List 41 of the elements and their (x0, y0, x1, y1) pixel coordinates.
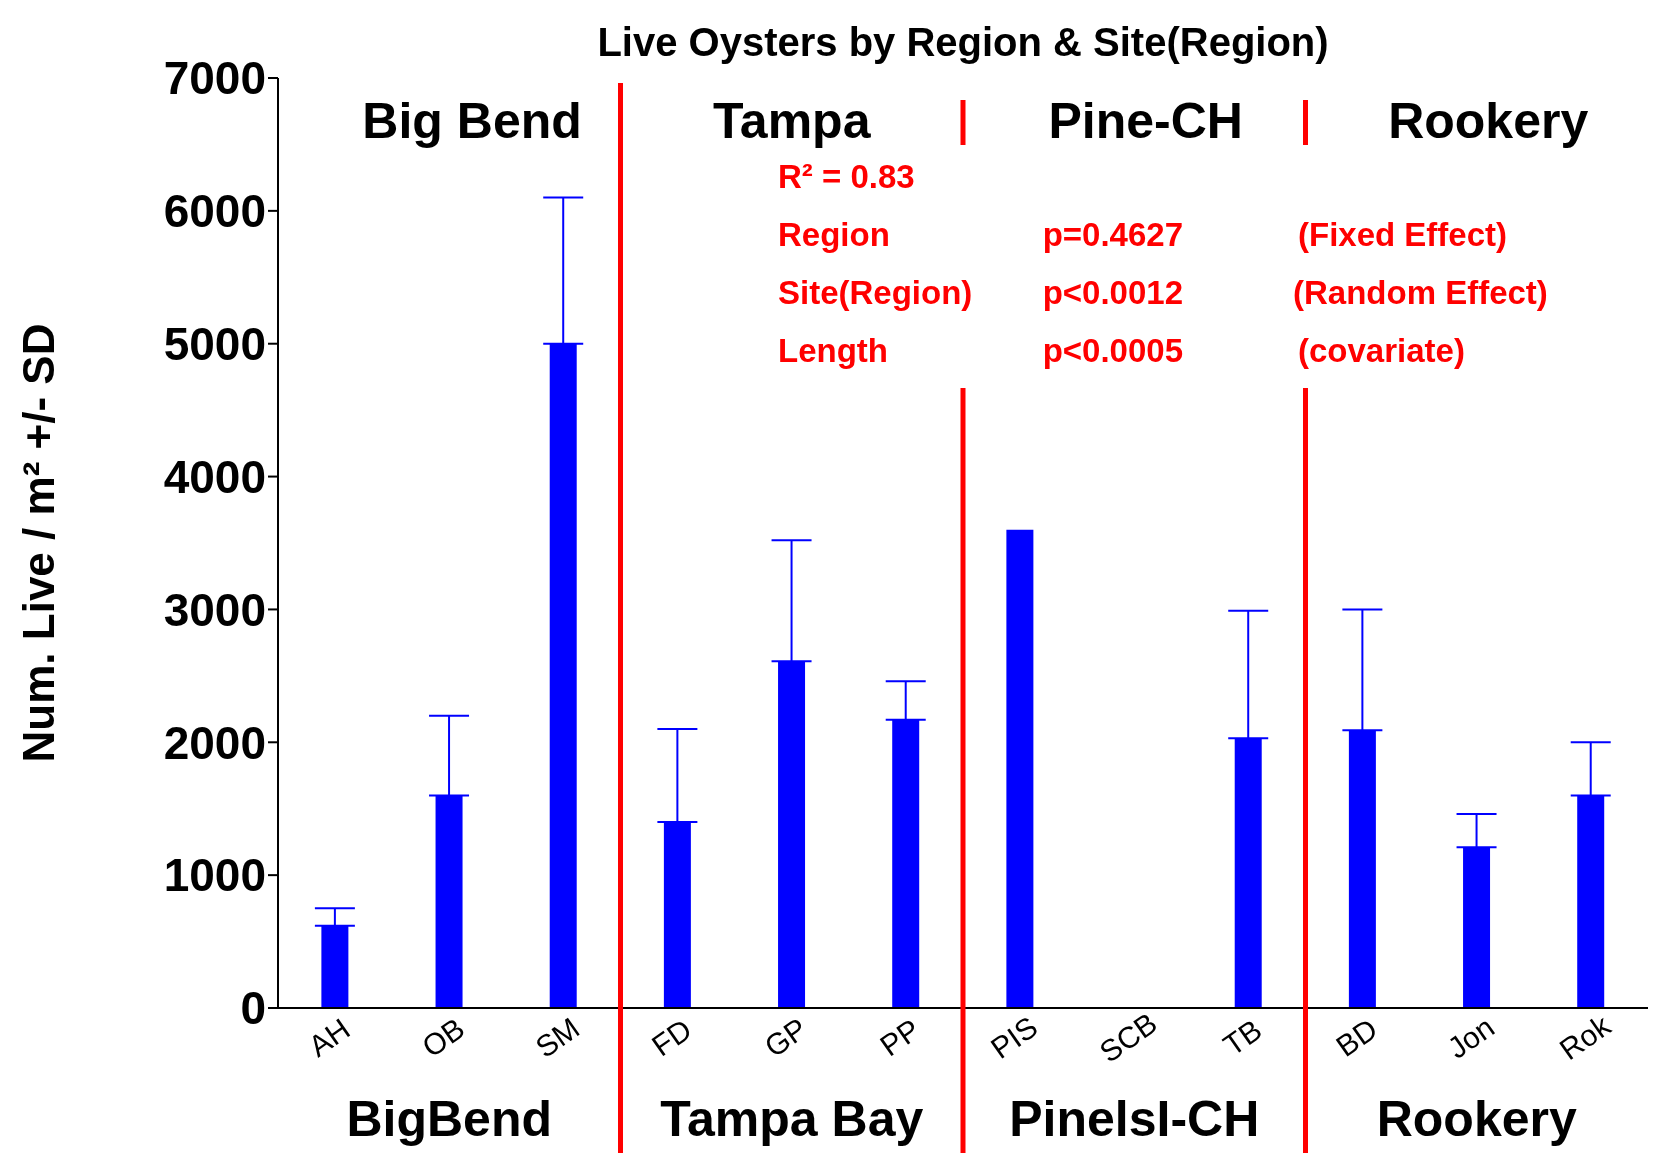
chart-title: Live Oysters by Region & Site(Region) (597, 20, 1329, 64)
x-tick-label: OB (416, 1011, 471, 1064)
x-tick-label: SM (529, 1010, 586, 1064)
x-tick-label: PIS (984, 1010, 1044, 1065)
x-tick-label: GP (758, 1011, 813, 1064)
text: BigBend (346, 1091, 553, 1147)
y-tick-label: 3000 (163, 583, 266, 636)
y-tick-label: 1000 (163, 849, 266, 902)
y-tick-label: 6000 (163, 185, 266, 238)
annotation: p<0.0005 (1042, 332, 1183, 369)
annotation: (Random Effect) (1293, 274, 1548, 311)
y-tick-label: 5000 (163, 318, 266, 371)
annotation: Pine-CH (1048, 93, 1243, 149)
text: PinelsI-CH (1009, 1091, 1260, 1147)
x-tick-label: BD (1330, 1011, 1384, 1063)
x-tick-label: FD (645, 1012, 698, 1063)
x-tick-label: TB (1217, 1012, 1268, 1062)
annotation: (covariate) (1298, 332, 1465, 369)
x-tick-label: AH (302, 1011, 356, 1063)
x-tick-label: Rok (1553, 1008, 1618, 1067)
y-tick-label: 0 (240, 982, 266, 1035)
annotation: p=0.4627 (1042, 216, 1183, 253)
annotation: Site(Region) (778, 274, 973, 311)
annotation: p<0.0012 (1042, 274, 1183, 311)
annotation: Big Bend (362, 93, 582, 149)
annotation: R² = 0.83 (778, 158, 915, 195)
x-tick-label: Jon (1441, 1010, 1500, 1065)
annotation: (Fixed Effect) (1298, 216, 1508, 253)
annotation: Rookery (1388, 93, 1589, 149)
bar (1006, 529, 1034, 1008)
y-tick-label: 7000 (163, 52, 266, 105)
annotation: Length (778, 332, 888, 369)
y-axis-title: Num. Live / m² +/- SD (13, 323, 63, 763)
annotation: Region (778, 216, 890, 253)
x-tick-label: SCB (1093, 1006, 1163, 1069)
y-tick-label: 4000 (163, 450, 266, 503)
text: Tampa Bay (660, 1091, 924, 1147)
y-tick-label: 2000 (163, 716, 266, 769)
text: Rookery (1376, 1091, 1577, 1147)
annotation: Tampa (713, 93, 872, 149)
x-tick-label: PP (874, 1012, 926, 1063)
